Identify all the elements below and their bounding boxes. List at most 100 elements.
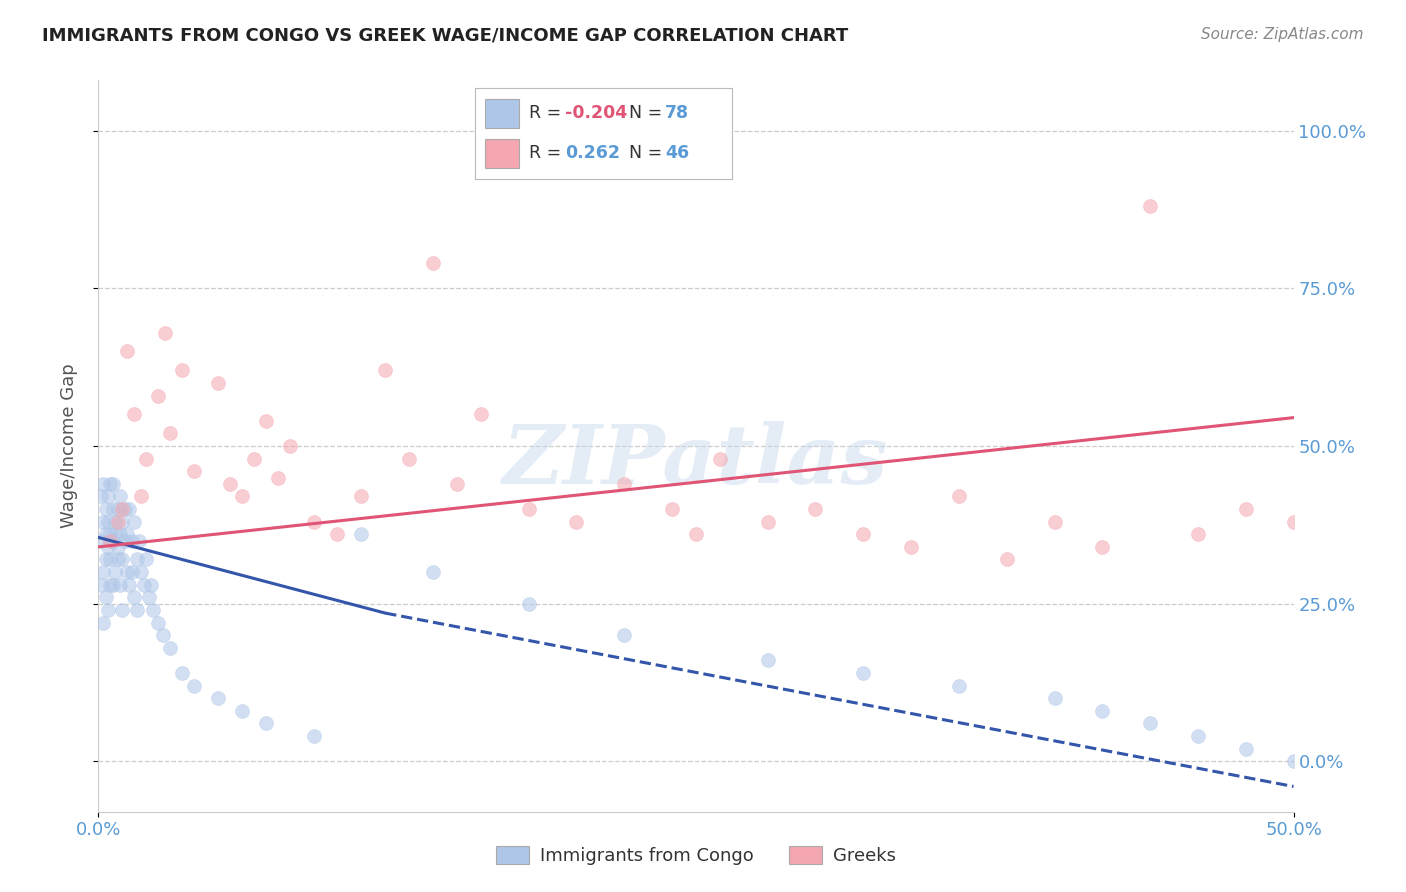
Point [422,256,444,270]
Text: IMMIGRANTS FROM CONGO VS GREEK WAGE/INCOME GAP CORRELATION CHART: IMMIGRANTS FROM CONGO VS GREEK WAGE/INCO… [42,27,848,45]
Point [125,603,148,617]
Point [183,679,205,693]
Point [709,451,731,466]
Point [121,565,143,579]
Point [207,376,229,390]
Point [90,490,112,504]
Point [1187,729,1209,743]
Point [97,603,120,617]
Point [114,502,136,516]
Point [107,502,129,516]
Point [565,515,588,529]
Point [94,527,117,541]
Point [98,476,122,491]
Point [172,363,194,377]
Point [94,591,117,605]
Point [101,476,124,491]
Point [94,502,117,516]
Point [125,552,148,566]
Point [101,578,124,592]
Point [302,729,325,743]
Point [243,451,266,466]
Point [115,565,138,579]
Point [302,515,325,529]
Point [98,533,122,548]
Point [374,363,396,377]
Point [111,515,134,529]
Point [517,502,540,516]
Point [124,408,146,422]
Point [995,552,1018,566]
Legend: Immigrants from Congo, Greeks: Immigrants from Congo, Greeks [489,838,903,872]
Point [1091,704,1114,718]
Point [132,578,155,592]
Point [756,653,779,667]
Point [118,578,141,592]
Point [948,679,970,693]
Point [852,665,875,680]
Point [91,515,114,529]
Point [1330,533,1353,548]
Point [124,515,146,529]
Point [613,628,636,642]
Point [107,552,129,566]
Point [111,603,134,617]
Point [114,533,136,548]
Point [139,578,162,592]
Point [159,426,181,441]
Point [446,476,468,491]
Point [98,578,122,592]
Point [142,603,165,617]
Point [148,615,170,630]
Point [1187,527,1209,541]
Point [107,540,129,554]
Point [91,565,114,579]
Point [155,326,177,340]
Point [115,344,138,359]
Point [148,388,170,402]
Y-axis label: Wage/Income Gap: Wage/Income Gap [59,364,77,528]
Point [97,540,120,554]
Point [422,565,444,579]
Point [1402,780,1406,794]
Point [111,502,134,516]
Point [90,533,112,548]
Point [91,476,114,491]
Point [98,527,122,541]
Point [804,502,827,516]
Text: ZIPatlas: ZIPatlas [503,421,889,500]
Point [278,439,301,453]
Point [207,691,229,706]
Point [219,476,242,491]
Point [685,527,707,541]
Point [135,451,157,466]
Point [159,640,181,655]
Point [1043,691,1066,706]
Point [1330,767,1353,781]
Point [121,533,143,548]
Point [107,515,129,529]
Point [1043,515,1066,529]
Point [470,408,492,422]
Point [124,591,146,605]
Point [101,502,124,516]
Point [1091,540,1114,554]
Point [852,527,875,541]
Point [108,490,131,504]
Point [231,704,253,718]
Point [98,552,122,566]
Point [254,414,277,428]
Point [254,716,277,731]
Point [108,578,131,592]
Text: Source: ZipAtlas.com: Source: ZipAtlas.com [1201,27,1364,42]
Point [231,490,253,504]
Point [1139,716,1161,731]
Point [1282,754,1305,768]
Point [91,615,114,630]
Point [1282,515,1305,529]
Point [131,565,153,579]
Point [111,552,134,566]
Point [1234,741,1257,756]
Point [90,578,112,592]
Point [108,527,131,541]
